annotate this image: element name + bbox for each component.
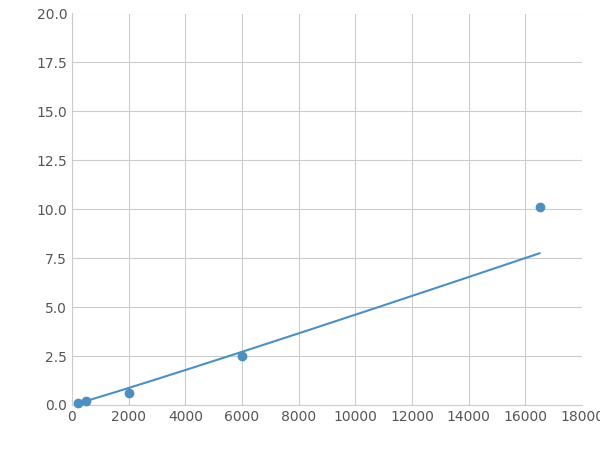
Point [237,352,247,360]
Point [124,390,133,397]
Point [82,397,91,405]
Point [535,204,544,211]
Point [73,400,82,407]
